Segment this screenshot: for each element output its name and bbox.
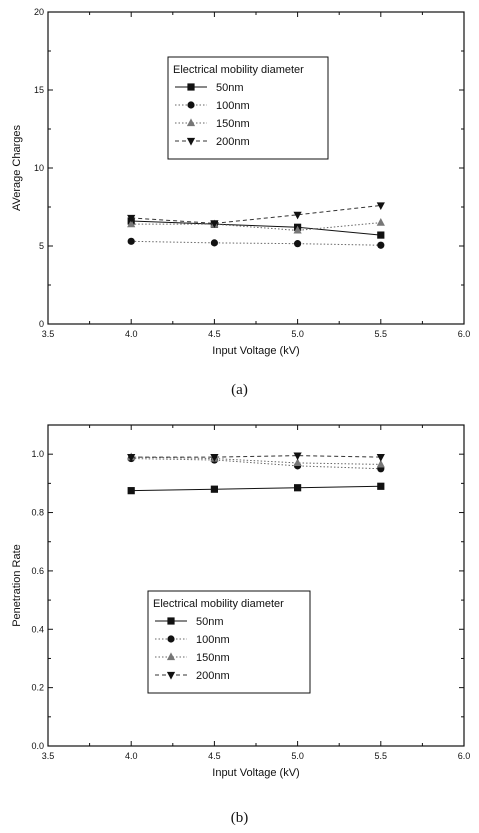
y-tick-label: 15 <box>34 85 44 95</box>
data-point <box>293 458 302 467</box>
series-line <box>131 456 381 465</box>
series-line <box>131 455 381 458</box>
chart-panel-b: 3.5 4.0 4.5 5.0 5.5 6.0 0.0 0.2 0.4 0.6 0.8 1.0 Inpu… <box>0 405 479 805</box>
series-line <box>131 485 381 492</box>
legend-marker <box>186 137 196 146</box>
data-point <box>127 487 135 495</box>
y-axis-label: Penetration Rate <box>11 544 23 627</box>
legend-marker <box>166 671 176 680</box>
x-tick-label: 4.0 <box>125 329 138 339</box>
data-point <box>293 225 302 234</box>
y-tick-label: 0 <box>39 319 44 329</box>
legend-label: 150nm <box>216 118 250 130</box>
legend-box <box>147 590 311 694</box>
legend-label: 50nm <box>216 82 244 94</box>
legend-label: 50nm <box>196 616 224 628</box>
y-tick-label: 10 <box>34 163 44 173</box>
data-point <box>377 231 385 239</box>
x-tick-label: 5.5 <box>375 329 388 339</box>
data-point <box>210 220 219 228</box>
legend-label: 100nm <box>196 634 230 646</box>
chart-a: 3.5 4.0 4.5 5.0 5.5 6.0 0 5 10 15 20 Input Voltage … <box>11 7 471 357</box>
legend-label: 200nm <box>216 136 250 148</box>
legend-title: Electrical mobility diameter <box>173 64 304 76</box>
x-tick-label: 4.5 <box>208 751 221 761</box>
legend-marker <box>187 101 195 109</box>
legend-label: 150nm <box>196 652 230 664</box>
data-point <box>293 211 302 220</box>
data-point <box>127 219 136 228</box>
x-tick-label: 3.5 <box>42 329 55 339</box>
data-point <box>127 454 136 462</box>
x-tick-label: 4.5 <box>208 329 221 339</box>
caption-a: (a) <box>231 382 248 398</box>
y-tick-label: 20 <box>34 7 44 17</box>
x-tick-label: 5.0 <box>291 751 304 761</box>
data-point <box>376 454 385 462</box>
data-point <box>376 459 385 468</box>
chart-panel-a: 3.5 4.0 4.5 5.0 5.5 6.0 0 5 10 15 20 Input Voltage … <box>0 0 479 400</box>
data-point <box>127 237 135 245</box>
y-tick-label: 0.4 <box>31 624 44 634</box>
data-point <box>377 241 385 249</box>
x-axis-label: Input Voltage (kV) <box>212 767 299 779</box>
series-line <box>131 222 381 231</box>
series-line <box>131 458 381 470</box>
data-point <box>127 214 136 223</box>
legend-marker <box>187 83 195 91</box>
x-tick-label: 3.5 <box>42 751 55 761</box>
legend-label: 100nm <box>216 100 250 112</box>
data-point <box>294 240 302 248</box>
x-tick-label: 4.0 <box>125 751 138 761</box>
y-tick-label: 0.8 <box>31 508 44 518</box>
legend-marker <box>167 617 175 625</box>
series-line <box>131 240 381 246</box>
series-line <box>131 204 381 224</box>
legend-box <box>167 56 329 160</box>
data-point <box>377 482 385 490</box>
x-tick-label: 6.0 <box>458 329 471 339</box>
data-point <box>293 452 302 461</box>
x-tick-label: 5.0 <box>291 329 304 339</box>
plot-frame <box>47 424 465 747</box>
legend-label: 200nm <box>196 670 230 682</box>
y-tick-label: 5 <box>39 241 44 251</box>
x-tick-label: 5.5 <box>375 751 388 761</box>
y-axis-label: AVerage Charges <box>11 124 23 211</box>
y-tick-label: 0.6 <box>31 566 44 576</box>
data-point <box>294 484 302 492</box>
data-point <box>376 218 385 226</box>
chart-b: 3.5 4.0 4.5 5.0 5.5 6.0 0.0 0.2 0.4 0.6 0.8 1.0 Inpu… <box>11 424 471 779</box>
data-point <box>376 202 385 211</box>
legend-marker <box>186 118 196 127</box>
y-tick-label: 0.2 <box>31 683 44 693</box>
x-axis-label: Input Voltage (kV) <box>212 345 299 357</box>
y-tick-label: 1.0 <box>31 449 44 459</box>
caption-b: (b) <box>230 810 249 826</box>
legend-marker <box>167 635 175 643</box>
legend-marker <box>166 652 176 661</box>
x-tick-label: 6.0 <box>458 751 471 761</box>
series-line <box>131 220 381 236</box>
data-point <box>210 239 218 247</box>
legend-title: Electrical mobility diameter <box>153 598 284 610</box>
y-tick-label: 0.0 <box>31 741 44 751</box>
data-point <box>210 485 218 493</box>
data-point <box>210 454 219 462</box>
